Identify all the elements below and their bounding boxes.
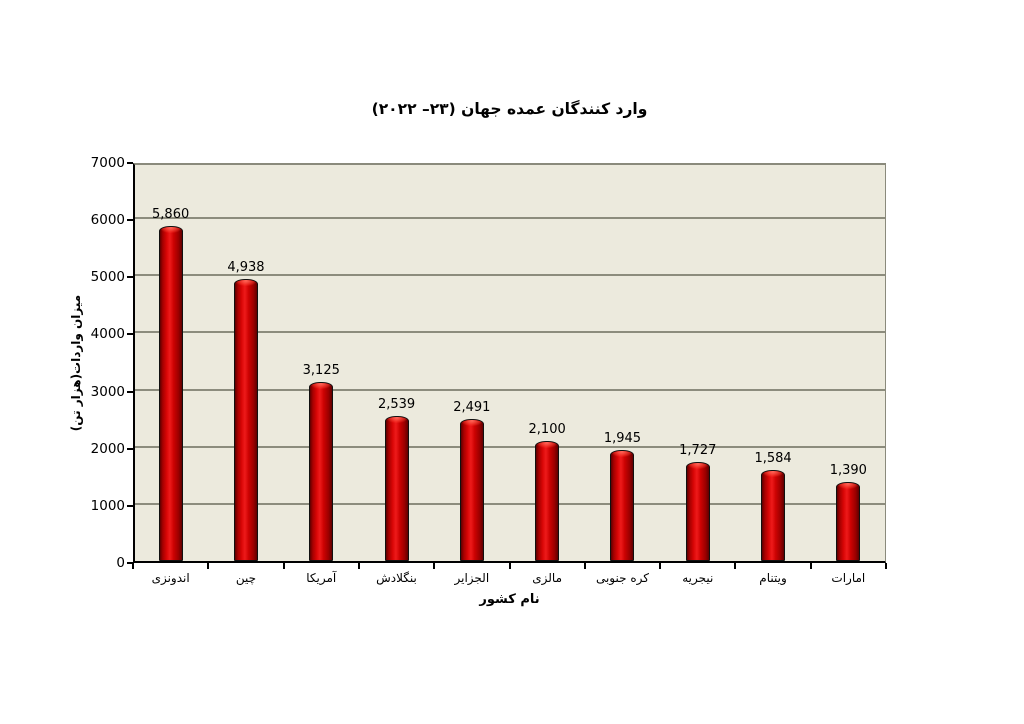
y-tick-label: 0 — [116, 555, 125, 571]
bar — [459, 419, 484, 561]
gridline — [135, 274, 885, 277]
bar-value-label: 2,491 — [453, 400, 491, 415]
gridline — [135, 445, 885, 448]
x-tick-mark — [282, 563, 285, 569]
x-tick-mark — [659, 563, 662, 569]
x-tick-mark — [433, 563, 436, 569]
category-label: بنگلادش — [376, 571, 417, 585]
bar-value-label: 3,125 — [302, 363, 340, 378]
bar-value-label: 1,390 — [829, 463, 867, 478]
y-tick-mark — [127, 219, 133, 222]
bar — [535, 441, 560, 561]
y-tick-mark — [127, 333, 133, 336]
bar-value-label: 5,860 — [152, 207, 190, 222]
y-tick-mark — [127, 562, 133, 564]
bar — [836, 482, 861, 561]
bar — [158, 226, 183, 561]
bar-value-label: 2,539 — [377, 397, 416, 412]
y-tick-label: 7000 — [90, 155, 125, 171]
category-label: امارات — [831, 571, 866, 585]
bar — [685, 462, 710, 561]
bar — [610, 450, 635, 561]
y-tick-mark — [127, 276, 133, 279]
bar — [309, 382, 334, 561]
y-tick-label: 4000 — [90, 326, 125, 343]
bar-value-label: 2,100 — [528, 422, 566, 437]
bar-value-label: 1,584 — [754, 451, 792, 466]
y-tick-label: 2000 — [90, 440, 125, 457]
x-tick-mark — [734, 563, 737, 569]
bar-value-label: 1,945 — [603, 431, 642, 446]
category-label: مالزی — [532, 571, 563, 585]
y-tick-label: 5000 — [90, 269, 125, 286]
y-tick-label: 6000 — [90, 212, 125, 229]
x-tick-mark — [809, 563, 812, 569]
y-tick-mark — [127, 162, 133, 164]
x-tick-mark — [508, 563, 511, 569]
category-label: آمریکا — [306, 571, 337, 585]
x-tick-mark — [583, 563, 586, 569]
y-tick-mark — [127, 504, 133, 507]
bar-value-label: 4,938 — [227, 260, 265, 275]
gridline — [135, 502, 885, 505]
bar — [384, 416, 409, 561]
gridline — [135, 331, 885, 334]
category-label: چین — [235, 571, 257, 585]
bar-value-label: 1,727 — [679, 443, 717, 458]
category-label: نیجریه — [682, 571, 714, 585]
y-tick-mark — [127, 447, 133, 450]
x-tick-mark — [132, 563, 134, 569]
bar — [761, 470, 786, 561]
category-label: اندونزی — [151, 571, 190, 585]
y-tick-label: 1000 — [90, 497, 125, 514]
category-label: ویتنام — [759, 571, 787, 585]
y-tick-label: 3000 — [90, 383, 125, 400]
y-tick-mark — [127, 390, 133, 393]
y-axis-title: میزان واردات(هزار تن) — [69, 294, 83, 432]
category-label: کره جنوبی — [595, 571, 649, 585]
gridline — [135, 217, 885, 220]
plot-area: 5,860 4,938 3,125 2,539 2,491 2,100 1,945 1,727… — [133, 163, 886, 563]
x-axis-title: نام کشور — [479, 592, 540, 607]
x-tick-mark — [207, 563, 210, 569]
category-label: الجزایر — [454, 571, 490, 585]
x-tick-mark — [885, 563, 887, 569]
x-tick-mark — [357, 563, 360, 569]
gridline — [135, 388, 885, 391]
bar — [233, 279, 258, 561]
chart-title: وارد کنندگان عمده جهان (۲۳– ۲۰۲۲) — [371, 100, 648, 118]
